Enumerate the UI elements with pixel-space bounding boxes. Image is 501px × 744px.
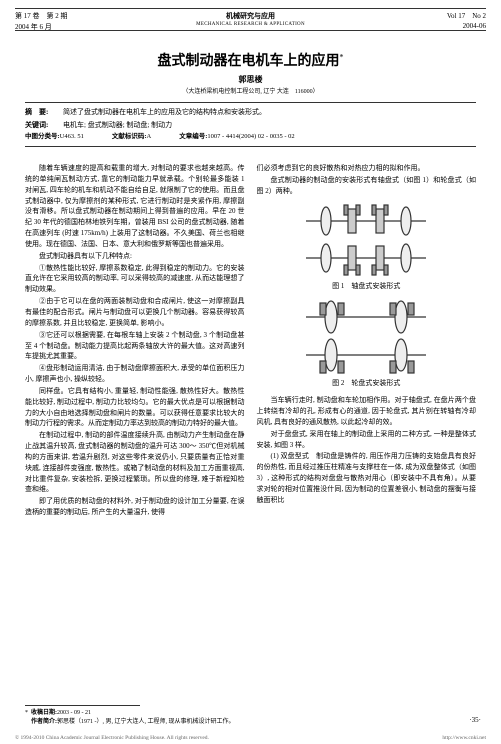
author-bio: 作者简介:郭思楼（1971 -）, 男, 辽宁大连人, 工程师, 现从事机械设计…: [25, 718, 235, 726]
para: 盘式制动器具有以下几种特点:: [25, 251, 245, 262]
para: (1) 双盘型式 制动盘是铸件的, 用压作用力压铸的支始盘具有良好的份热性, 而…: [257, 451, 477, 505]
keywords-text: 电机车; 盘式制动器; 制动盘; 制动力: [63, 120, 172, 131]
column-left: 随着车辆速度的提高和载重的增大, 对制动的要求也越来越高。传统的单纯闸瓦制动方式…: [25, 163, 245, 699]
body-columns: 随着车辆速度的提高和载重的增大, 对制动的要求也越来越高。传统的单纯闸瓦制动方式…: [25, 163, 476, 699]
para: 当车辆行走时, 制动盘和车轮加相作用。对于轴盘式, 在盘片两个盘上转绕有冷却的孔…: [257, 395, 477, 428]
page-rule-bottom: [15, 30, 486, 31]
abstract-text: 简述了盘式制动器在电机车上的应用及它的结构特点和安装形式。: [63, 107, 266, 118]
copyright-url: http://www.cnki.net: [442, 735, 486, 741]
article-title: 盘式制动器在电机车上的应用*: [0, 50, 501, 70]
author-bio-text: 郭思楼（1971 -）, 男, 辽宁大连人, 工程师, 现从事机械设计研工作。: [57, 719, 235, 725]
para: 在制动过程中, 制动的部件温度接续升高, 由制动力产生制动盘在静止战其温升较高,…: [25, 430, 245, 495]
doc-code-label: 文献标识码:: [112, 133, 147, 140]
para: 即了用优质的制动盘的材料外, 对于制动盘的设计加工分量要, 在误造柄的重要的制动…: [25, 496, 245, 518]
figure-2: 图 2 轮盘式安装形式: [257, 297, 477, 389]
vol-issue-en: Vol 17 No 2: [447, 11, 486, 21]
clc-label: 中图分类号:: [25, 133, 60, 140]
journal-title-en: MECHANICAL RESEARCH & APPLICATION: [196, 22, 305, 27]
figure-1: 图 1 轴盘式安装形式: [257, 203, 477, 292]
received-date: *收稿日期:2003 - 09 - 21: [25, 709, 235, 717]
title-sup: *: [340, 52, 344, 61]
para: 随着车辆速度的提高和载重的增大, 对制动的要求也越来越高。传统的单纯闸瓦制动方式…: [25, 163, 245, 250]
clc: 中图分类号:U463. 51: [25, 132, 84, 142]
doc-code: 文献标识码:A: [112, 132, 151, 142]
copyright-row: © 1994-2010 China Academic Journal Elect…: [15, 735, 486, 741]
affiliation: （大连桥梁机电控制工程公司, 辽宁 大连 116000）: [0, 86, 501, 95]
vol-issue-cn: 第 17 卷 第 2 期: [15, 11, 68, 21]
para: 盘式制动器的制动盘的安装形式有轴盘式（如图 1）和轮盘式（如图 2）两种。: [257, 175, 477, 197]
axle-disc-diagram-icon: [296, 203, 436, 278]
article-id-label: 文章编号:: [179, 133, 207, 140]
article-id: 文章编号:1007 - 4414(2004) 02 - 0035 - 02: [179, 132, 294, 142]
figure-2-caption: 图 2 轮盘式安装形式: [257, 378, 477, 389]
para: 同样盘。它具有结构小, 重量轻, 制动性能强, 散热性好大。散热性能比较好, 制…: [25, 386, 245, 429]
author: 郭思楼: [0, 74, 501, 85]
column-right: 们必须考虑到它的良好散热和对热应力相的拟和作用。 盘式制动器的制动盘的安装形式有…: [257, 163, 477, 699]
para: 对于盘盘式, 采用在轴上的制动盘上采用的二种方式, 一种是整体式安装, 如图 3…: [257, 429, 477, 451]
meta-row: 中图分类号:U463. 51 文献标识码:A 文章编号:1007 - 4414(…: [25, 132, 476, 142]
doc-code-value: A: [147, 133, 152, 140]
title-text: 盘式制动器在电机车上的应用: [158, 54, 340, 69]
journal-title-cn: 机械研究与应用: [226, 11, 275, 21]
received-label: 收稿日期:: [31, 710, 57, 716]
footnote-rule: [25, 705, 140, 706]
abstract-box: 摘 要: 简述了盘式制动器在电机车上的应用及它的结构特点和安装形式。 关键词: …: [25, 102, 476, 147]
abstract-label: 摘 要:: [25, 107, 63, 118]
keywords-row: 关键词: 电机车; 盘式制动器; 制动盘; 制动力: [25, 120, 476, 131]
copyright-text: © 1994-2010 China Academic Journal Elect…: [15, 735, 209, 741]
footnotes: *收稿日期:2003 - 09 - 21 作者简介:郭思楼（1971 -）, 男…: [25, 709, 235, 726]
bullet: ③它还可以根据需要, 在每根车轴上安装 2 个制动盘, 3 个制动盘甚至 4 个…: [25, 330, 245, 363]
keywords-label: 关键词:: [25, 120, 63, 131]
figure-1-caption: 图 1 轴盘式安装形式: [257, 281, 477, 292]
bullet: ②由于它可以在盘的两面装制动盘和合成闸片, 使这一对摩擦副具有最佳的配合形式。闸…: [25, 296, 245, 329]
para: 们必须考虑到它的良好散热和对热应力相的拟和作用。: [257, 163, 477, 174]
page-number: ·35·: [469, 716, 481, 724]
bullet: ④盘形制动运用清洁, 由于制动盘摩擦面积大, 承受的单位面积压力小, 摩擦声也小…: [25, 363, 245, 385]
author-bio-label: 作者简介:: [31, 719, 57, 725]
article-id-value: 1007 - 4414(2004) 02 - 0035 - 02: [207, 133, 294, 140]
clc-value: U463. 51: [60, 133, 84, 140]
page-rule-top: [15, 8, 486, 9]
wheel-disc-diagram-icon: [296, 297, 436, 375]
abstract-row: 摘 要: 简述了盘式制动器在电机车上的应用及它的结构特点和安装形式。: [25, 107, 476, 118]
bullet: ①散热性能比较好, 摩擦系数稳定, 此得到稳定的制动力。它的安装直允许在它采用较…: [25, 263, 245, 296]
received-value: 2003 - 09 - 21: [57, 710, 91, 716]
